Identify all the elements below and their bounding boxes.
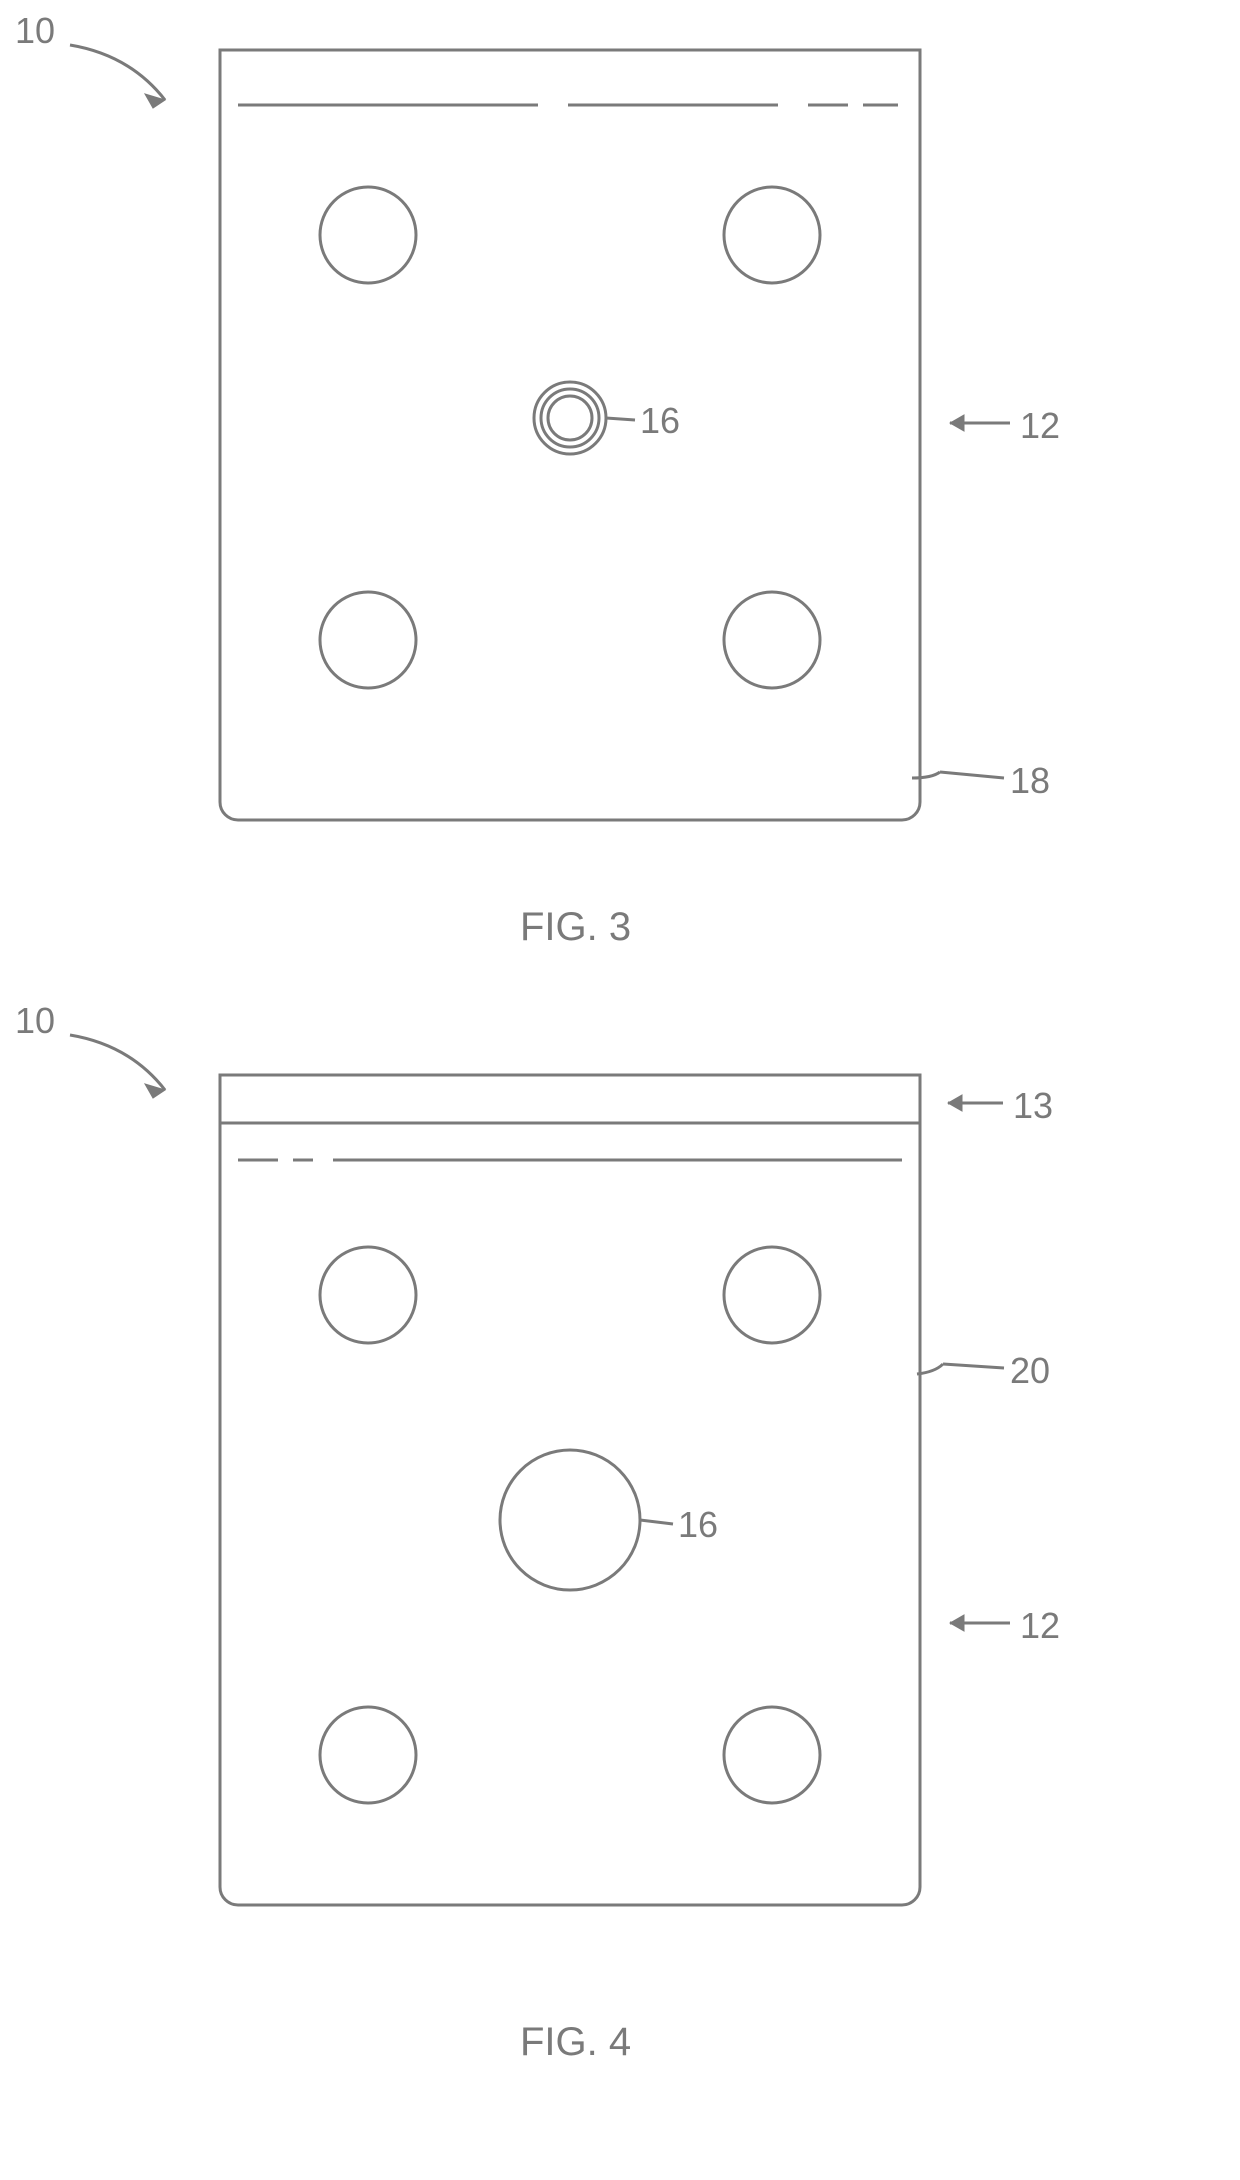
fig4-label-12: 12 — [1020, 1605, 1060, 1647]
fig4-label-20: 20 — [1010, 1350, 1050, 1392]
figure-4 — [0, 0, 1240, 2180]
fig4-label-13: 13 — [1013, 1085, 1053, 1127]
fig4-label-10: 10 — [15, 1000, 55, 1042]
fig4-caption: FIG. 4 — [520, 2020, 631, 2065]
fig4-label-16: 16 — [678, 1504, 718, 1546]
